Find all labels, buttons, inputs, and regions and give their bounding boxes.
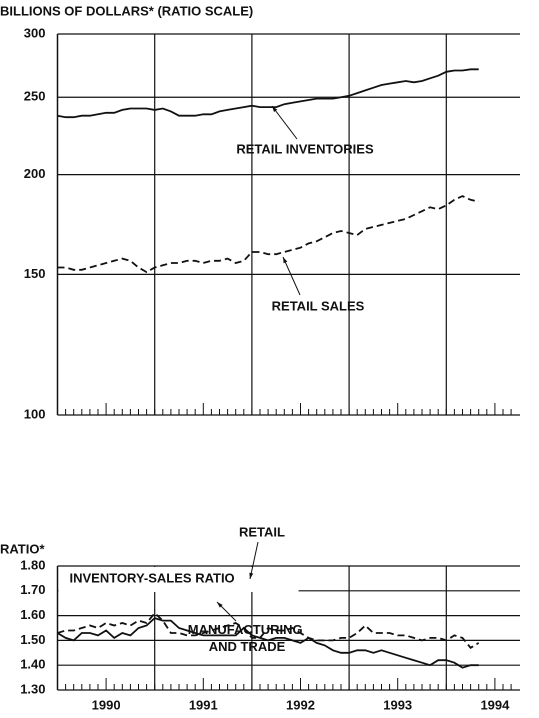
x-tick-label: 1994 xyxy=(480,697,510,712)
leader-line xyxy=(249,541,259,580)
y-tick-label: 1.80 xyxy=(20,557,45,572)
y-axis-title: BILLIONS OF DOLLARS* (RATIO SCALE) xyxy=(0,3,253,18)
leader-line xyxy=(271,105,298,140)
y-tick-label: 1.30 xyxy=(20,681,45,696)
series-label: RETAIL xyxy=(239,524,285,539)
chart-title: INVENTORY-SALES RATIO xyxy=(70,570,235,585)
title-box xyxy=(58,567,299,592)
y-tick-label: 1.70 xyxy=(20,582,45,597)
y-tick-label: 200 xyxy=(24,166,46,181)
y-tick-label: 250 xyxy=(24,89,46,104)
series-label: RETAIL INVENTORIES xyxy=(236,141,374,156)
y-tick-label: 1.40 xyxy=(20,657,45,672)
x-tick-label: 1993 xyxy=(383,697,412,712)
x-tick-label: 1991 xyxy=(189,697,218,712)
leader-arrow xyxy=(272,106,278,112)
series-line xyxy=(57,68,479,119)
y-tick-label: 300 xyxy=(24,25,46,40)
series-line xyxy=(57,195,479,274)
y-axis-title: RATIO* xyxy=(0,541,45,556)
y-tick-label: 1.60 xyxy=(20,607,45,622)
x-tick-label: 1990 xyxy=(92,697,121,712)
y-tick-label: 1.50 xyxy=(20,632,45,647)
leader-line xyxy=(282,256,301,296)
y-tick-label: 100 xyxy=(24,406,46,421)
series-line xyxy=(57,611,480,649)
leader-arrow xyxy=(217,602,223,608)
series-label-line: AND TRADE xyxy=(209,639,286,654)
leader-arrow xyxy=(249,572,254,580)
series-line xyxy=(57,617,479,669)
y-tick-label: 150 xyxy=(24,266,46,281)
leader-arrow xyxy=(283,257,288,264)
series-label: MANUFACTURING AND TRADE xyxy=(188,622,306,654)
series-label: RETAIL SALES xyxy=(272,298,365,313)
series-label-line: MANUFACTURING xyxy=(188,622,306,637)
x-tick-label: 1992 xyxy=(286,697,315,712)
